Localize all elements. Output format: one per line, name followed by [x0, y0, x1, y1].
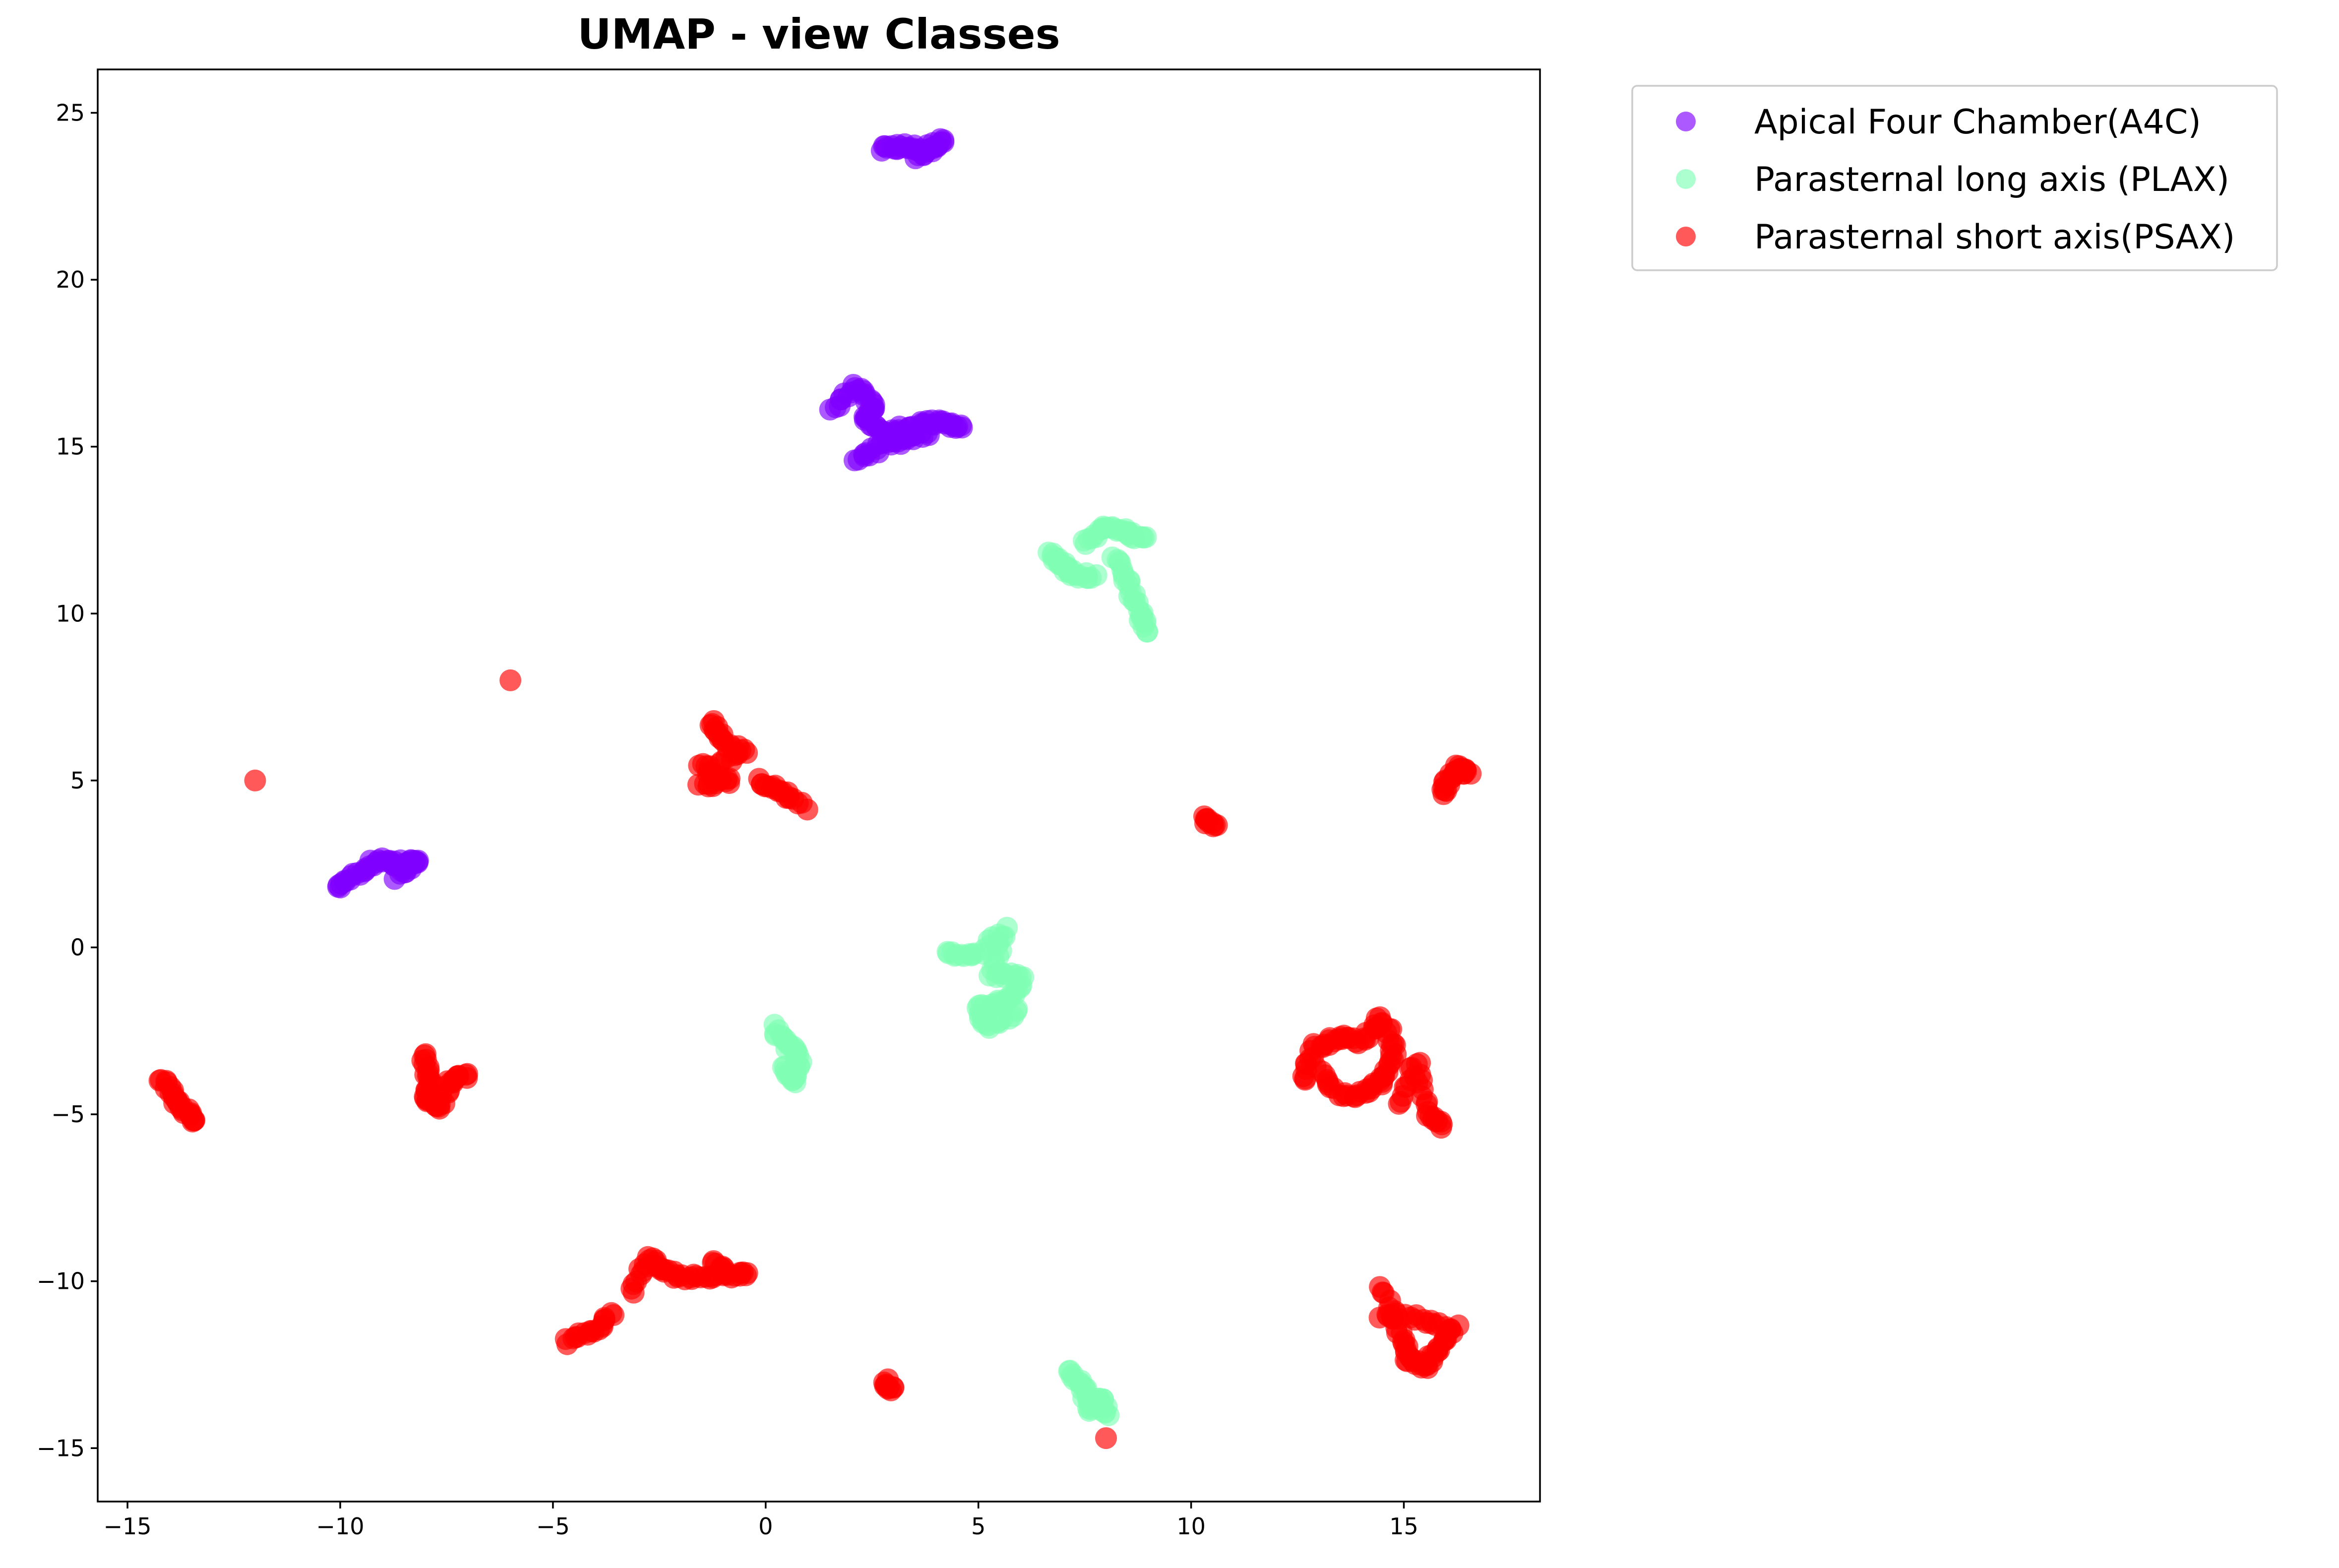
- legend-entry-label: Parasternal short axis(PSAX): [1754, 218, 2235, 257]
- data-point: [1304, 1056, 1327, 1078]
- data-point: [904, 147, 926, 170]
- data-point: [1430, 1117, 1452, 1139]
- data-point: [772, 1056, 794, 1079]
- series-1-points: [327, 128, 973, 899]
- x-tick-label: −5: [536, 1513, 570, 1540]
- data-point: [1202, 815, 1225, 838]
- y-tick-label: 20: [56, 266, 85, 293]
- data-point: [1368, 1307, 1391, 1329]
- x-axis: −15 −10 −5 0 5 10 15: [104, 1502, 1418, 1540]
- y-axis: −15 −10 −5 0 5 10 15 20 25: [37, 100, 98, 1461]
- data-point: [244, 769, 266, 791]
- y-tick-label: −5: [51, 1101, 85, 1128]
- data-point: [1095, 1427, 1117, 1449]
- series-2-points: [763, 515, 1159, 1427]
- x-tick-label: 0: [758, 1513, 773, 1540]
- data-point: [499, 669, 522, 691]
- legend-marker: [1676, 169, 1696, 189]
- x-tick-label: −15: [104, 1513, 152, 1540]
- data-point: [918, 424, 940, 446]
- x-tick-label: −10: [316, 1513, 364, 1540]
- data-point: [880, 1379, 902, 1401]
- data-point: [383, 868, 406, 890]
- y-tick-label: 10: [56, 600, 85, 627]
- chart-title: UMAP - view Classes: [577, 10, 1060, 59]
- data-point: [600, 1302, 622, 1324]
- data-point: [1136, 621, 1158, 643]
- legend-entry-label: Apical Four Chamber(A4C): [1754, 103, 2201, 142]
- data-point: [951, 417, 973, 439]
- data-point: [184, 1109, 206, 1132]
- x-tick-label: 15: [1389, 1513, 1418, 1540]
- y-tick-label: 15: [56, 433, 85, 460]
- legend-entry-label: Parasternal long axis (PLAX): [1754, 160, 2229, 199]
- x-tick-label: 5: [971, 1513, 985, 1540]
- data-point: [736, 1262, 758, 1284]
- legend-frame: [1631, 85, 2278, 271]
- y-tick-label: −15: [37, 1435, 85, 1461]
- data-point: [1460, 763, 1482, 785]
- y-tick-label: 5: [70, 767, 85, 794]
- series-3-points: [148, 669, 1482, 1449]
- y-tick-label: −10: [37, 1268, 85, 1295]
- data-point: [1098, 1404, 1120, 1427]
- y-tick-label: 0: [70, 934, 85, 961]
- legend-marker: [1676, 112, 1696, 131]
- data-point: [796, 798, 818, 821]
- data-point: [1085, 564, 1108, 586]
- y-tick-label: 25: [56, 100, 85, 126]
- plot-frame: [97, 68, 1541, 1503]
- data-point: [455, 1064, 477, 1086]
- x-tick-label: 10: [1176, 1513, 1206, 1540]
- data-point: [687, 774, 709, 796]
- data-point: [1131, 526, 1153, 548]
- data-point: [1006, 998, 1028, 1021]
- legend: Apical Four Chamber(A4C) Parasternal long…: [1631, 85, 2278, 271]
- legend-marker: [1676, 227, 1696, 246]
- scatter-points-layer: [148, 128, 1482, 1449]
